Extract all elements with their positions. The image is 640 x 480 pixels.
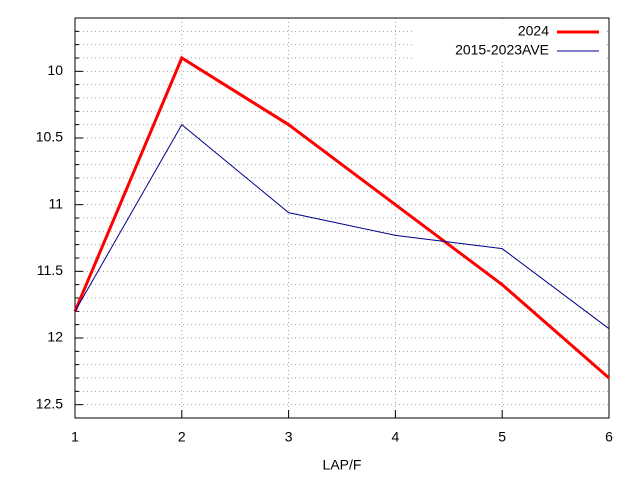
x-tick-label: 4 xyxy=(392,429,400,445)
x-tick-label: 3 xyxy=(285,429,293,445)
x-axis-label: LAP/F xyxy=(323,457,362,473)
x-tick-label: 2 xyxy=(178,429,186,445)
x-tick-label: 5 xyxy=(498,429,506,445)
y-tick-label: 11 xyxy=(48,195,63,211)
x-tick-label: 6 xyxy=(605,429,613,445)
plot-frame xyxy=(74,17,610,419)
x-tick-label: 1 xyxy=(71,429,79,445)
data-line xyxy=(73,55,610,380)
legend-label: 2024 xyxy=(518,23,549,39)
y-tick-label: 11.5 xyxy=(37,262,63,278)
y-tick-label: 10 xyxy=(47,62,63,78)
y-tick-label: 10.5 xyxy=(36,129,63,145)
y-tick-label: 12.5 xyxy=(36,395,63,411)
data-line xyxy=(74,123,610,330)
y-tick-label: 12 xyxy=(47,329,63,345)
legend-box xyxy=(414,20,604,62)
legend-label: 2015-2023AVE xyxy=(455,42,549,58)
